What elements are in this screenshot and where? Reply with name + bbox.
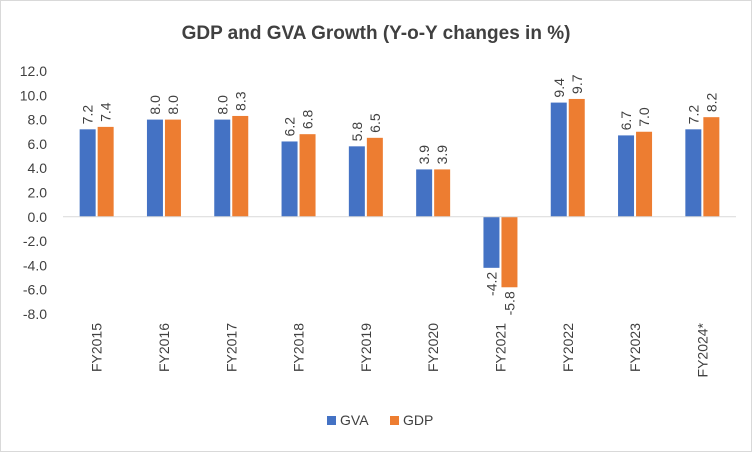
- y-tick-label: 8.0: [28, 112, 48, 128]
- x-tick-label: FY2023: [627, 323, 643, 372]
- data-label-gdp: 8.2: [703, 92, 719, 112]
- x-tick-label: FY2020: [425, 323, 441, 372]
- y-tick-label: -4.0: [23, 257, 47, 273]
- x-tick-label: FY2024*: [694, 322, 710, 377]
- x-tick-label: FY2022: [560, 323, 576, 372]
- x-tick-label: FY2019: [358, 323, 374, 372]
- x-tick-label: FY2021: [492, 323, 508, 372]
- y-tick-label: 12.0: [20, 63, 47, 79]
- y-tick-label: 6.0: [28, 136, 48, 152]
- bars: [79, 98, 720, 288]
- data-label-gdp: -5.8: [501, 291, 517, 315]
- bar-gdp-fy2018: [299, 134, 316, 217]
- data-label-gdp: 7.4: [98, 102, 114, 122]
- data-label-gdp: 9.7: [569, 74, 585, 94]
- bar-gdp-fy2016: [164, 119, 181, 217]
- bar-gva-fy2021: [483, 216, 500, 268]
- bar-gdp-fy2023: [636, 131, 653, 217]
- data-label-gdp: 6.5: [367, 113, 383, 133]
- y-tick-label: -6.0: [23, 282, 47, 298]
- data-label-gva: 7.2: [685, 105, 701, 125]
- bar-gva-fy2017: [214, 119, 231, 217]
- data-label-gdp: 8.3: [232, 91, 248, 111]
- data-label-gva: 6.7: [618, 111, 634, 131]
- data-label-gva: 5.8: [349, 122, 365, 142]
- bar-gva-fy2022: [550, 102, 567, 217]
- data-label-gdp: 8.0: [165, 95, 181, 115]
- x-tick-label: FY2015: [89, 323, 105, 372]
- bar-gva-fy2019: [348, 146, 365, 217]
- y-tick-label: 0.0: [28, 209, 48, 225]
- bar-gva-fy2023: [618, 135, 635, 217]
- data-label-gva: 7.2: [80, 105, 96, 125]
- legend-label-gva: GVA: [340, 412, 369, 428]
- data-label-gdp: 6.8: [300, 110, 316, 130]
- bar-gva-fy2018: [281, 141, 298, 217]
- y-tick-label: 10.0: [20, 87, 47, 103]
- data-label-gdp: 7.0: [636, 107, 652, 127]
- chart-title: GDP and GVA Growth (Y-o-Y changes in %): [182, 23, 571, 44]
- y-tick-label: -8.0: [23, 306, 47, 322]
- y-tick-label: 2.0: [28, 185, 48, 201]
- bar-gva-fy2024: [685, 129, 702, 217]
- bar-gdp-fy2022: [568, 98, 585, 217]
- bar-gva-fy2015: [79, 129, 96, 217]
- data-label-gva: 9.4: [551, 78, 567, 98]
- data-label-gva: 8.0: [214, 95, 230, 115]
- data-label-gva: 3.9: [416, 145, 432, 165]
- bar-gva-fy2020: [416, 169, 433, 217]
- bar-gva-fy2016: [146, 119, 163, 217]
- legend-swatch-gdp: [390, 416, 399, 425]
- legend-label-gdp: GDP: [403, 412, 433, 428]
- data-labels: 7.2 7.4 8.0 8.0 8.0 8.36.2 6.85.8 6.53.9 3.9-4.2…: [80, 74, 720, 315]
- x-axis: FY2015 FY2016 FY2017 FY2018 FY2019 FY2020 FY20…: [89, 322, 711, 377]
- bar-gdp-fy2017: [232, 115, 249, 217]
- bar-gdp-fy2021: [501, 216, 518, 288]
- y-axis: 12.0 10.0 8.0 6.0 4.0 2.0 0.0 -2.0 -4.0 -6.0 -8.0: [20, 63, 47, 322]
- data-label-gva: 8.0: [147, 95, 163, 115]
- x-tick-label: FY2018: [291, 323, 307, 372]
- bar-gdp-fy2015: [97, 126, 114, 217]
- y-tick-label: 4.0: [28, 160, 48, 176]
- y-tick-label: -2.0: [23, 233, 47, 249]
- bar-gdp-fy2020: [434, 169, 451, 217]
- data-label-gva: 6.2: [282, 117, 298, 137]
- x-tick-label: FY2017: [223, 323, 239, 372]
- bar-gdp-fy2024: [703, 117, 720, 217]
- legend: GVA GDP: [327, 412, 433, 428]
- data-label-gva: -4.2: [483, 272, 499, 296]
- legend-swatch-gva: [327, 416, 336, 425]
- data-label-gdp: 3.9: [434, 145, 450, 165]
- x-tick-label: FY2016: [156, 323, 172, 372]
- bar-gdp-fy2019: [366, 137, 383, 217]
